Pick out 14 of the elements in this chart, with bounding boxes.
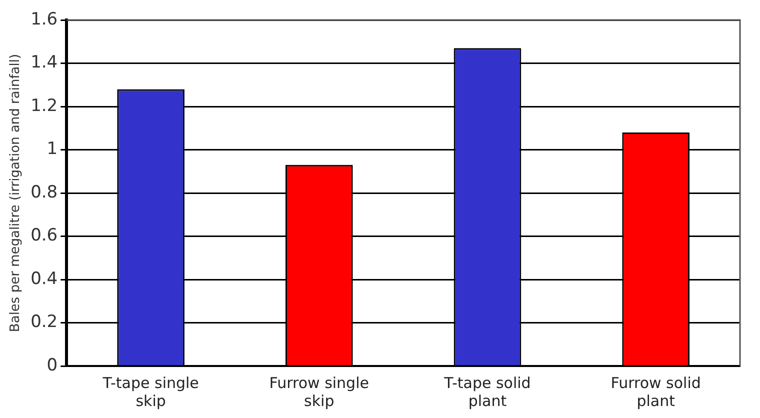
x-tick-label: Furrow single skip <box>269 374 369 410</box>
y-tick-label: 0.8 <box>30 182 58 202</box>
y-tick-label: 0.6 <box>30 226 58 246</box>
x-tick-label: T-tape single skip <box>102 374 199 410</box>
y-axis-title: Bales per megalitre (irrigation and rainfall) <box>8 54 24 332</box>
y-tick-label: 0.4 <box>30 268 58 289</box>
y-tick-label: 1.6 <box>30 9 58 30</box>
y-tick-label: 1.2 <box>30 96 58 116</box>
x-tick-label: Furrow solid plant <box>610 374 701 410</box>
y-tick-label: 1 <box>46 139 58 160</box>
y-tick-label: 0.2 <box>30 312 58 332</box>
y-tick-label: 0 <box>46 355 58 376</box>
y-tick-label: 1.4 <box>30 52 58 73</box>
x-tick-label: T-tape solid plant <box>443 374 531 410</box>
